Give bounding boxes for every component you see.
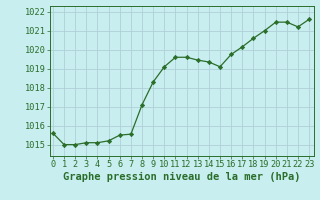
X-axis label: Graphe pression niveau de la mer (hPa): Graphe pression niveau de la mer (hPa): [63, 172, 300, 182]
